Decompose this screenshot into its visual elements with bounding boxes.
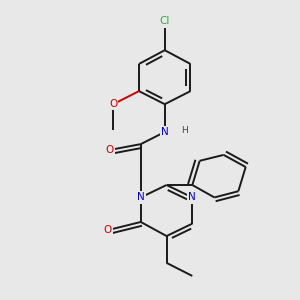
Text: N: N <box>137 192 145 203</box>
Text: O: O <box>109 99 117 109</box>
Text: N: N <box>188 192 196 203</box>
Text: H: H <box>182 126 188 135</box>
Text: O: O <box>103 225 112 235</box>
Text: Cl: Cl <box>160 16 170 26</box>
Text: N: N <box>161 127 169 137</box>
Text: O: O <box>105 145 114 155</box>
